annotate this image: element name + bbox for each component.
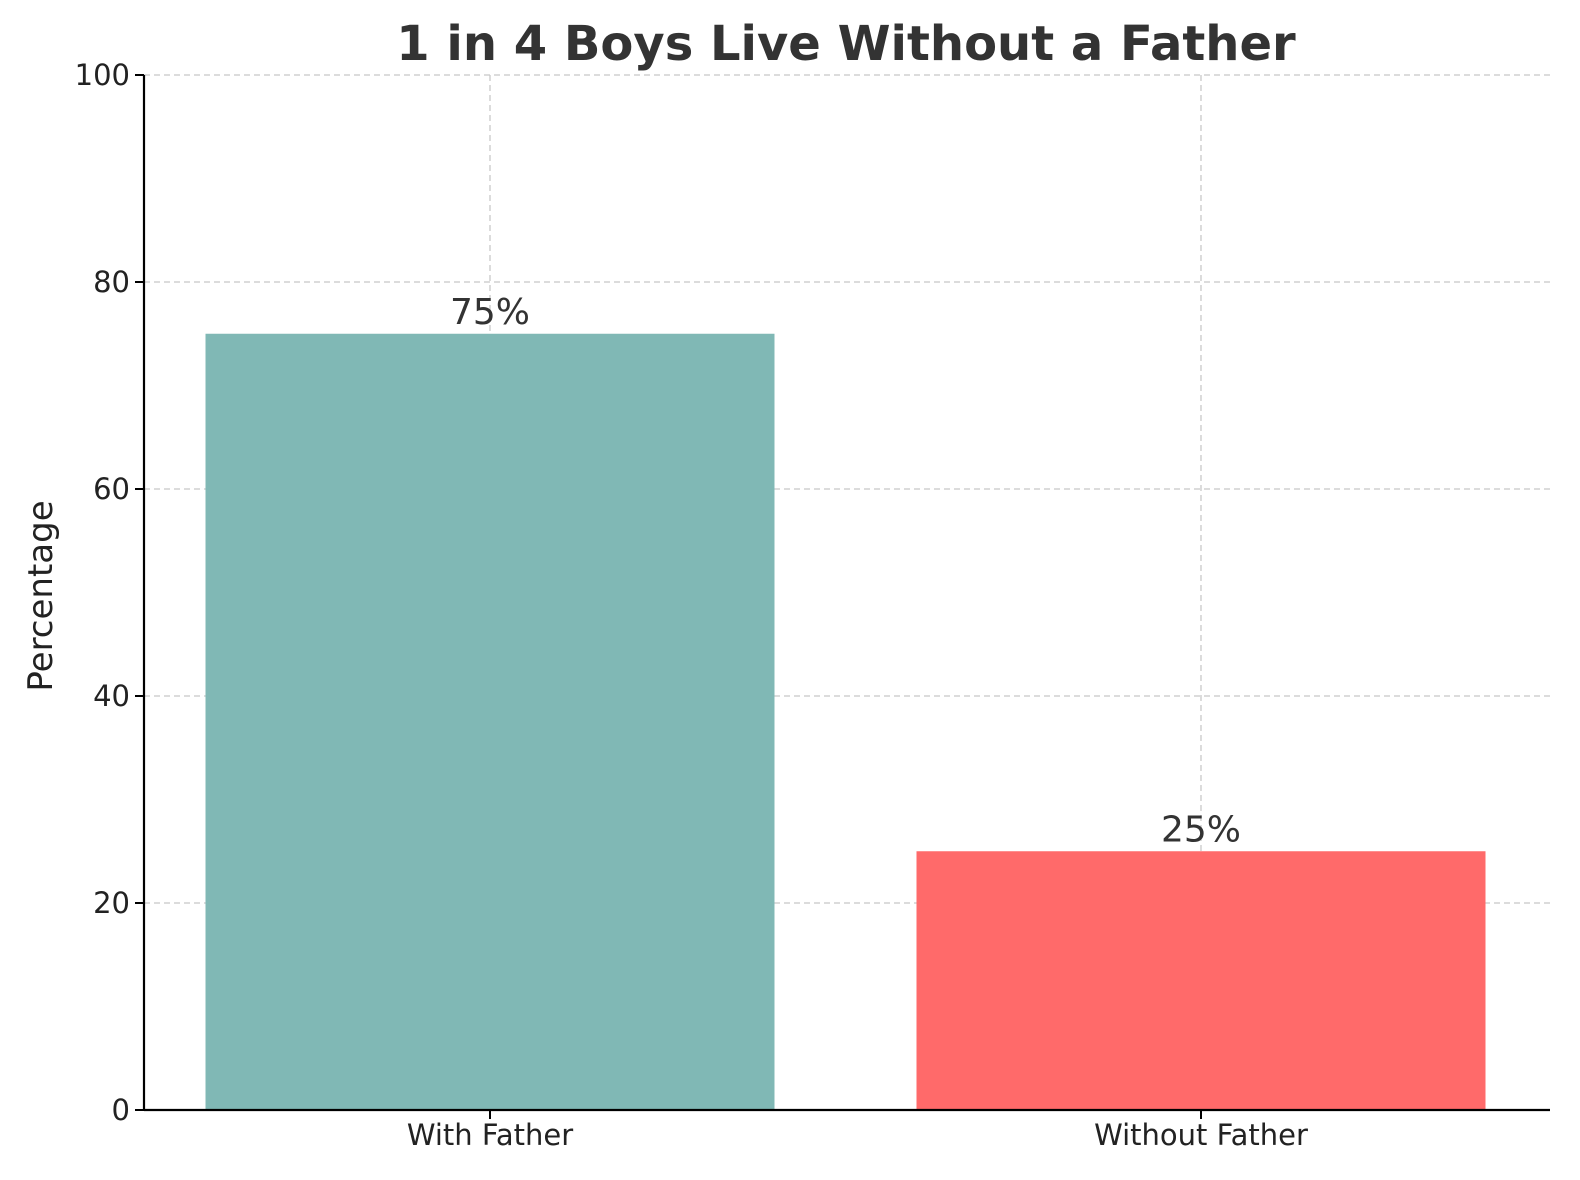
bar-without-father — [916, 851, 1486, 1110]
y-tick-label: 0 — [112, 1093, 130, 1127]
x-tick-label: Without Father — [1094, 1118, 1308, 1152]
x-tick-label: With Father — [407, 1118, 573, 1152]
x-ticks: With Father Without Father — [407, 1110, 1308, 1152]
axes — [142, 75, 1550, 1112]
data-label: 75% — [450, 292, 530, 333]
y-tick-label: 100 — [75, 58, 130, 92]
y-tick-label: 60 — [93, 472, 130, 506]
bars — [205, 333, 1486, 1110]
y-ticks: 0 20 40 60 80 100 — [75, 58, 144, 1127]
data-labels: 75% 25% — [450, 292, 1241, 851]
y-axis-label: Percentage — [21, 500, 61, 691]
y-tick-label: 40 — [93, 679, 130, 713]
y-tick-label: 20 — [93, 886, 130, 920]
bar-with-father — [205, 333, 775, 1110]
chart-title: 1 in 4 Boys Live Without a Father — [396, 16, 1296, 72]
data-label: 25% — [1161, 809, 1241, 850]
y-tick-label: 80 — [93, 265, 130, 299]
